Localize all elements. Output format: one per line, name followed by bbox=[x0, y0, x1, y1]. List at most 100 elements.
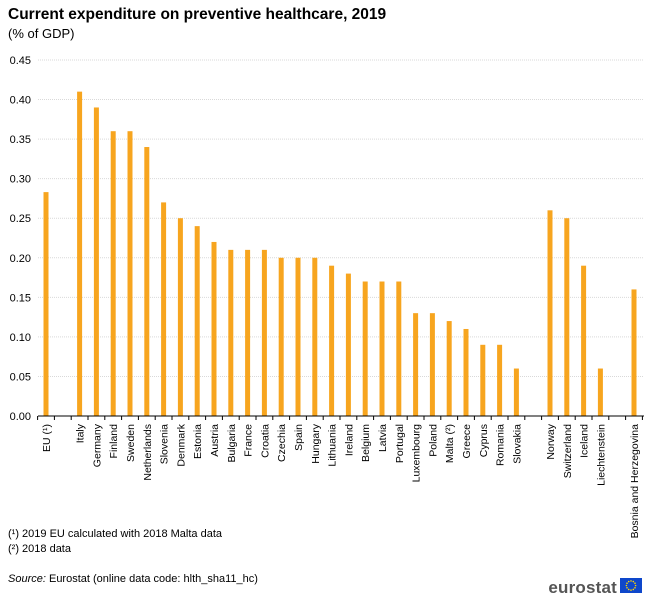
x-tick-label: Spain bbox=[293, 424, 305, 451]
y-tick-label: 0.25 bbox=[10, 213, 31, 225]
x-tick-label: Slovenia bbox=[159, 424, 171, 464]
x-tick-label: Poland bbox=[427, 424, 439, 457]
footnote-1: (¹) 2019 EU calculated with 2018 Malta d… bbox=[8, 528, 223, 540]
source-note: Source: Eurostat (online data code: hlth… bbox=[8, 573, 258, 585]
chart-subtitle: (% of GDP) bbox=[8, 26, 75, 41]
bar-Portugal bbox=[396, 281, 402, 416]
flag-star bbox=[632, 580, 635, 583]
bar-Denmark bbox=[177, 218, 183, 416]
flag-star bbox=[630, 589, 632, 591]
x-tick-label: Austria bbox=[209, 424, 221, 457]
bar-Finland bbox=[110, 131, 116, 416]
x-tick-label: France bbox=[243, 424, 255, 457]
bar-Bosnia and Herzegovina bbox=[631, 289, 637, 416]
bar-Spain bbox=[295, 257, 301, 416]
bar-Cyprus bbox=[480, 344, 486, 416]
flag-star bbox=[626, 587, 628, 589]
bar-Poland bbox=[429, 313, 435, 416]
x-tick-label: Ireland bbox=[343, 424, 355, 456]
bar-Iceland bbox=[581, 265, 587, 416]
flag-star bbox=[634, 584, 637, 587]
bar-Luxembourg bbox=[413, 313, 419, 416]
x-tick-label: Liechtenstein bbox=[595, 424, 607, 486]
y-tick-label: 0.20 bbox=[10, 253, 31, 265]
x-tick-label: Malta (²) bbox=[444, 424, 456, 463]
eurostat-logo: eurostat bbox=[548, 578, 642, 598]
bar-Norway bbox=[547, 210, 553, 416]
x-tick-label: Finland bbox=[108, 424, 120, 459]
x-tick-label: Cyprus bbox=[478, 424, 490, 457]
x-tick-label: Romania bbox=[495, 424, 507, 466]
x-tick-label: Portugal bbox=[394, 424, 406, 463]
bar-Austria bbox=[211, 241, 217, 416]
flag-star bbox=[632, 588, 635, 591]
bars bbox=[43, 91, 637, 417]
flag-star bbox=[627, 580, 630, 583]
y-tick-label: 0.10 bbox=[10, 332, 31, 344]
flag-background bbox=[620, 578, 642, 593]
x-tick-label: Luxembourg bbox=[411, 424, 423, 483]
x-tick-label: Hungary bbox=[310, 423, 322, 463]
x-tick-label: Czechia bbox=[276, 424, 288, 462]
logo-text: eurostat bbox=[548, 578, 617, 597]
footnote-2: (²) 2018 data bbox=[8, 543, 71, 555]
bar-Switzerland bbox=[564, 218, 570, 416]
y-tick-label: 0.00 bbox=[10, 411, 31, 423]
x-tick-label: Germany bbox=[91, 423, 103, 467]
x-tick-label: Switzerland bbox=[562, 424, 574, 478]
bar-Slovakia bbox=[513, 368, 519, 416]
flag-star bbox=[634, 587, 636, 589]
source-label: Source: bbox=[8, 573, 46, 585]
bar-Hungary bbox=[312, 257, 318, 416]
flag-star bbox=[634, 582, 636, 584]
bar-Germany bbox=[93, 107, 99, 416]
x-tick-label: Iceland bbox=[579, 424, 591, 458]
bar-Sweden bbox=[127, 131, 133, 416]
chart-title: Current expenditure on preventive health… bbox=[8, 6, 387, 23]
bar-Liechtenstein bbox=[597, 368, 603, 416]
bar-Slovenia bbox=[161, 202, 167, 416]
y-tick-label: 0.05 bbox=[10, 371, 31, 383]
bar-Croatia bbox=[261, 249, 267, 416]
x-tick-label: EU (¹) bbox=[41, 424, 53, 452]
x-tick-label: Latvia bbox=[377, 424, 389, 452]
axes bbox=[37, 415, 644, 420]
bar-Malta (²) bbox=[446, 321, 452, 416]
x-tick-label: Greece bbox=[461, 424, 473, 459]
y-tick-label: 0.45 bbox=[10, 55, 31, 67]
bar-Estonia bbox=[194, 226, 200, 416]
x-tick-labels: EU (¹) Italy Germany Finland Sweden Netherlan… bbox=[41, 423, 641, 538]
x-tick-label: Sweden bbox=[125, 424, 137, 462]
bar-Ireland bbox=[345, 273, 351, 416]
gridlines bbox=[38, 59, 644, 377]
bar-Czechia bbox=[278, 257, 284, 416]
x-tick-label: Netherlands bbox=[142, 424, 154, 481]
source-text: Eurostat (online data code: hlth_sha11_h… bbox=[45, 573, 258, 585]
bar-Netherlands bbox=[144, 147, 150, 416]
y-tick-labels: 0.00 0.05 0.10 0.15 0.20 0.25 0.30 0.35 0.40 0.45 bbox=[10, 55, 31, 423]
x-tick-label: Belgium bbox=[360, 424, 372, 462]
bar-France bbox=[245, 249, 251, 416]
x-tick-label: Denmark bbox=[175, 423, 187, 466]
x-tick-label: Bulgaria bbox=[226, 424, 238, 463]
y-tick-label: 0.35 bbox=[10, 134, 31, 146]
y-tick-label: 0.40 bbox=[10, 95, 31, 107]
x-tick-label: Estonia bbox=[192, 424, 204, 459]
x-tick-label: Croatia bbox=[259, 424, 271, 458]
flag-star bbox=[627, 588, 630, 591]
x-tick-label: Slovakia bbox=[511, 424, 523, 464]
y-tick-label: 0.30 bbox=[10, 174, 31, 186]
bar-Romania bbox=[497, 344, 503, 416]
bar-Italy bbox=[77, 91, 83, 417]
bar-Belgium bbox=[362, 281, 368, 416]
bar-EU (¹) bbox=[43, 192, 49, 416]
bar-Greece bbox=[463, 328, 469, 416]
bar-Bulgaria bbox=[228, 249, 234, 416]
y-tick-label: 0.15 bbox=[10, 292, 31, 304]
x-tick-label: Norway bbox=[545, 423, 557, 459]
flag-star bbox=[630, 580, 632, 582]
bar-Lithuania bbox=[329, 265, 335, 416]
x-tick-label: Lithuania bbox=[327, 424, 339, 467]
eu-flag-icon bbox=[620, 578, 642, 598]
